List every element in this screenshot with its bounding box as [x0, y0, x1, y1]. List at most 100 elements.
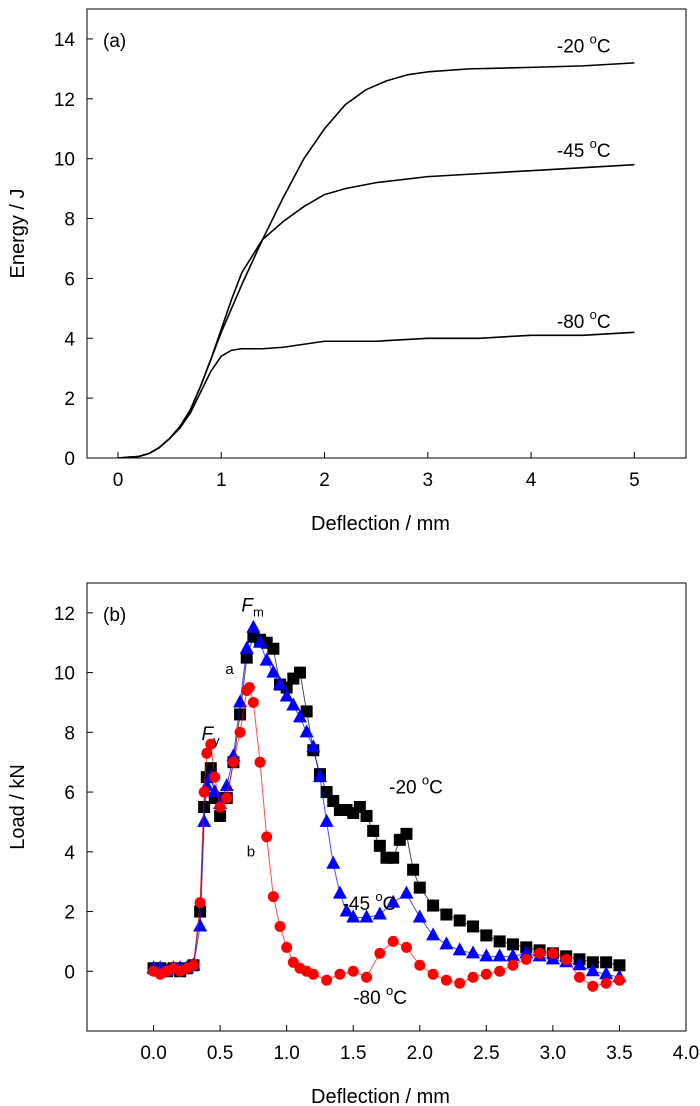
- point-series-20c: [267, 642, 280, 655]
- point-series-45c: [246, 619, 261, 633]
- point-label: b: [247, 843, 255, 860]
- point-series-80c: [247, 696, 259, 708]
- y-tick-label: 4: [64, 843, 75, 864]
- point-series-80c: [307, 968, 319, 980]
- point-series-80c: [387, 935, 399, 947]
- point-series-80c: [205, 738, 217, 750]
- point-series-80c: [520, 953, 532, 965]
- point-series-45c: [239, 640, 254, 654]
- point-series-80c: [400, 941, 412, 953]
- point-series-45c: [359, 909, 374, 923]
- point-series-80c: [194, 897, 206, 909]
- x-axis-title: Deflection / mm: [311, 1086, 450, 1106]
- point-series-45c: [332, 885, 347, 899]
- temperature-label: -80 oC: [353, 983, 407, 1009]
- y-axis-title: Energy / J: [7, 188, 29, 278]
- point-series-45c: [372, 906, 387, 920]
- point-series-20c: [400, 827, 413, 840]
- point-series-45c: [193, 918, 208, 932]
- point-series-20c: [194, 905, 207, 918]
- point-series-20c: [214, 809, 227, 822]
- y-tick-label: 2: [64, 389, 75, 410]
- point-series-45c: [599, 966, 614, 980]
- point-series-80c: [234, 726, 246, 738]
- point-series-80c: [494, 965, 506, 977]
- point-series-80c: [574, 971, 586, 983]
- point-series-80c: [214, 801, 226, 813]
- point-series-20c: [600, 956, 613, 969]
- point-series-80c: [427, 968, 439, 980]
- y-tick-label: 2: [64, 903, 75, 924]
- point-series-45c: [399, 885, 414, 899]
- point-series-20c: [453, 914, 466, 927]
- point-series-80c: [534, 947, 546, 959]
- point-series-20c: [506, 938, 519, 951]
- point-series-45c: [386, 894, 401, 908]
- point-series-45c: [319, 813, 334, 827]
- point-series-20c: [240, 651, 253, 664]
- point-series-45c: [299, 724, 314, 738]
- point-series-80c: [243, 682, 255, 694]
- panel-b-load-chart: 0.0 0.5 1.0 1.5 2.0 2.5 3.0 3.5 4.0 0 2 4 6 8 10 12 Defl…: [7, 582, 699, 1106]
- point-series-20c: [387, 851, 400, 864]
- panel-label: (a): [103, 31, 126, 52]
- point-series-45c: [292, 709, 307, 723]
- y-tick-label: 10: [54, 150, 75, 171]
- connector-series-80c: [153, 686, 620, 987]
- point-series-45c: [572, 957, 587, 971]
- point-series-80c: [198, 786, 210, 798]
- point-series-80c: [613, 974, 625, 986]
- point-series-45c: [233, 694, 248, 708]
- point-series-20c: [467, 920, 480, 933]
- point-series-80c: [414, 959, 426, 971]
- y-tick-label: 12: [54, 604, 75, 625]
- x-tick-label: 1.0: [273, 1043, 299, 1064]
- point-series-80c: [560, 953, 572, 965]
- point-series-45c: [439, 936, 454, 950]
- point-series-45c: [346, 909, 361, 923]
- point-series-80c: [187, 959, 199, 971]
- x-tick-label: 2.5: [473, 1043, 499, 1064]
- point-series-20c: [413, 881, 426, 894]
- plot-frame: [86, 8, 687, 459]
- point-series-20c: [480, 929, 493, 942]
- point-series-80c: [321, 974, 333, 986]
- point-series-20c: [407, 863, 420, 876]
- y-tick-label: 0: [64, 449, 75, 470]
- point-series-80c: [334, 968, 346, 980]
- x-tick-label: 0: [113, 470, 124, 491]
- point-series-80c: [254, 756, 266, 768]
- point-series-80c: [261, 831, 273, 843]
- point-series-80c: [467, 971, 479, 983]
- point-series-20c: [427, 899, 440, 912]
- x-axis-title: Deflection / mm: [311, 513, 450, 535]
- point-series-80c: [281, 941, 293, 953]
- point-series-45c: [326, 855, 341, 869]
- point-series-80c: [374, 947, 386, 959]
- point-series-80c: [209, 771, 221, 783]
- point-series-20c: [493, 935, 506, 948]
- plot-area: [117, 62, 635, 458]
- point-series-20c: [440, 908, 453, 921]
- point-series-80c: [600, 977, 612, 989]
- x-tick-label: 4: [526, 470, 537, 491]
- y-tick-label: 12: [54, 90, 75, 111]
- point-series-80c: [454, 977, 466, 989]
- point-series-80c: [347, 965, 359, 977]
- point-series-45c: [479, 948, 494, 962]
- x-tick-label: 2.0: [407, 1043, 433, 1064]
- plot-area: [146, 619, 627, 992]
- point-series-80c: [587, 980, 599, 992]
- point-series-45c: [492, 948, 507, 962]
- x-tick-label: 2: [319, 470, 330, 491]
- temperature-label: -20 oC: [389, 773, 443, 799]
- point-series-20c: [367, 824, 380, 837]
- point-series-45c: [466, 945, 481, 959]
- force-label: Fm: [241, 595, 263, 619]
- point-series-80c: [440, 974, 452, 986]
- temperature-label: -45 oC: [557, 136, 611, 162]
- y-tick-label: 14: [54, 30, 76, 51]
- point-series-80c: [274, 920, 286, 932]
